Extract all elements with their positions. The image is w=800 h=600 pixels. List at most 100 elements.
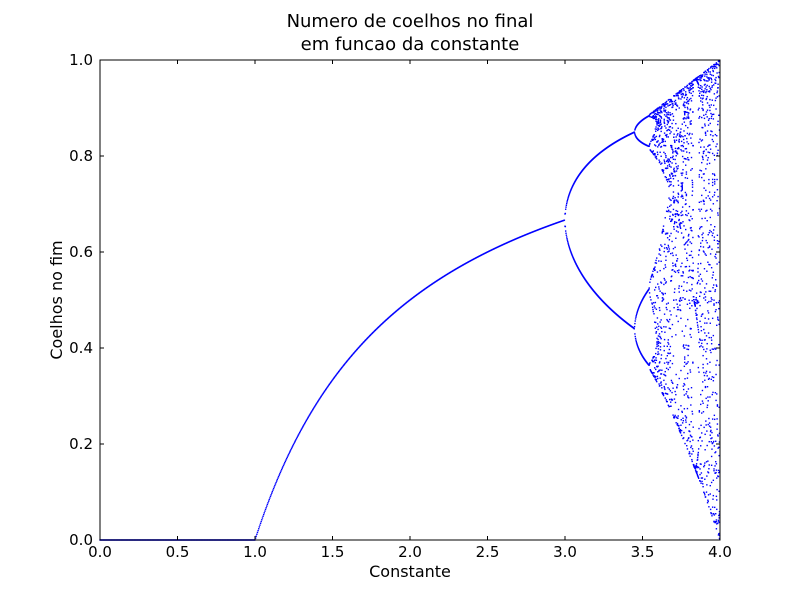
data-point	[563, 219, 566, 221]
data-point	[715, 284, 718, 286]
data-point	[718, 517, 720, 519]
data-point	[713, 236, 716, 238]
data-point	[686, 96, 689, 99]
data-point	[716, 72, 718, 74]
data-point	[704, 462, 706, 464]
data-point	[671, 146, 673, 149]
data-point	[700, 74, 702, 76]
data-point	[637, 308, 640, 310]
data-point	[655, 359, 658, 362]
data-point	[683, 142, 685, 144]
data-point	[717, 469, 720, 472]
data-point	[712, 380, 715, 382]
data-point	[662, 169, 665, 171]
data-point	[699, 320, 701, 323]
data-point	[659, 346, 662, 348]
data-point	[679, 224, 681, 227]
data-point	[688, 451, 691, 453]
data-point	[668, 165, 671, 167]
data-point	[716, 240, 719, 242]
data-point	[688, 159, 690, 161]
data-point	[701, 116, 703, 119]
data-point	[711, 348, 714, 350]
data-point	[658, 260, 660, 262]
data-point	[717, 149, 719, 152]
data-point	[678, 92, 680, 94]
data-point	[712, 118, 715, 120]
data-point	[660, 163, 662, 165]
data-point	[568, 245, 570, 248]
data-point	[708, 417, 710, 420]
data-point	[699, 468, 701, 470]
data-point	[710, 104, 712, 106]
data-point	[707, 77, 710, 79]
data-point	[698, 90, 700, 92]
data-point	[665, 160, 668, 163]
data-point	[700, 345, 702, 347]
data-point	[710, 77, 712, 80]
data-point	[708, 336, 710, 339]
data-point	[663, 250, 665, 253]
data-point	[663, 161, 666, 163]
data-point	[697, 83, 700, 85]
data-point	[669, 160, 672, 163]
data-point	[715, 76, 717, 79]
data-point	[297, 434, 300, 436]
data-point	[695, 465, 698, 468]
x-tick-label: 2.0	[398, 543, 422, 561]
data-point	[665, 106, 667, 109]
data-point	[696, 302, 698, 305]
data-point	[659, 335, 661, 338]
data-point	[698, 236, 700, 238]
data-point	[261, 517, 264, 519]
data-point	[713, 93, 716, 95]
data-point	[334, 375, 336, 378]
data-point	[654, 152, 656, 155]
data-point	[683, 225, 685, 227]
data-point	[664, 162, 666, 165]
data-point	[693, 465, 695, 467]
data-point	[716, 63, 718, 65]
data-point	[676, 210, 679, 213]
data-point	[689, 440, 691, 443]
data-point	[718, 514, 720, 517]
data-point	[690, 328, 692, 330]
data-point	[674, 416, 676, 418]
data-point	[674, 158, 676, 161]
data-point	[299, 430, 301, 433]
data-point	[707, 494, 710, 496]
data-point	[340, 367, 342, 370]
data-point	[637, 309, 639, 311]
data-point	[652, 310, 655, 313]
data-point	[692, 236, 694, 239]
data-point	[663, 144, 665, 147]
data-point	[676, 422, 679, 425]
data-point	[297, 435, 299, 437]
data-point	[702, 236, 704, 239]
data-point	[693, 301, 695, 303]
data-point	[690, 97, 692, 100]
y-tick-label: 0.6	[69, 243, 93, 261]
data-point	[324, 388, 327, 391]
data-point	[668, 118, 671, 120]
data-point	[349, 357, 351, 359]
data-point	[680, 232, 683, 234]
data-point	[672, 115, 675, 118]
data-point	[686, 240, 688, 243]
data-point	[702, 246, 705, 248]
data-point	[649, 142, 651, 145]
data-point	[657, 120, 660, 122]
data-point	[328, 383, 331, 386]
data-point	[705, 210, 707, 212]
data-point	[672, 269, 674, 271]
data-point	[715, 308, 717, 311]
data-point	[654, 138, 657, 141]
data-point	[663, 110, 665, 112]
data-point	[703, 491, 705, 493]
data-point	[705, 461, 708, 463]
data-point	[654, 128, 657, 130]
data-point	[709, 87, 711, 89]
data-point	[704, 73, 706, 75]
data-point	[681, 262, 683, 264]
data-point	[269, 495, 272, 498]
